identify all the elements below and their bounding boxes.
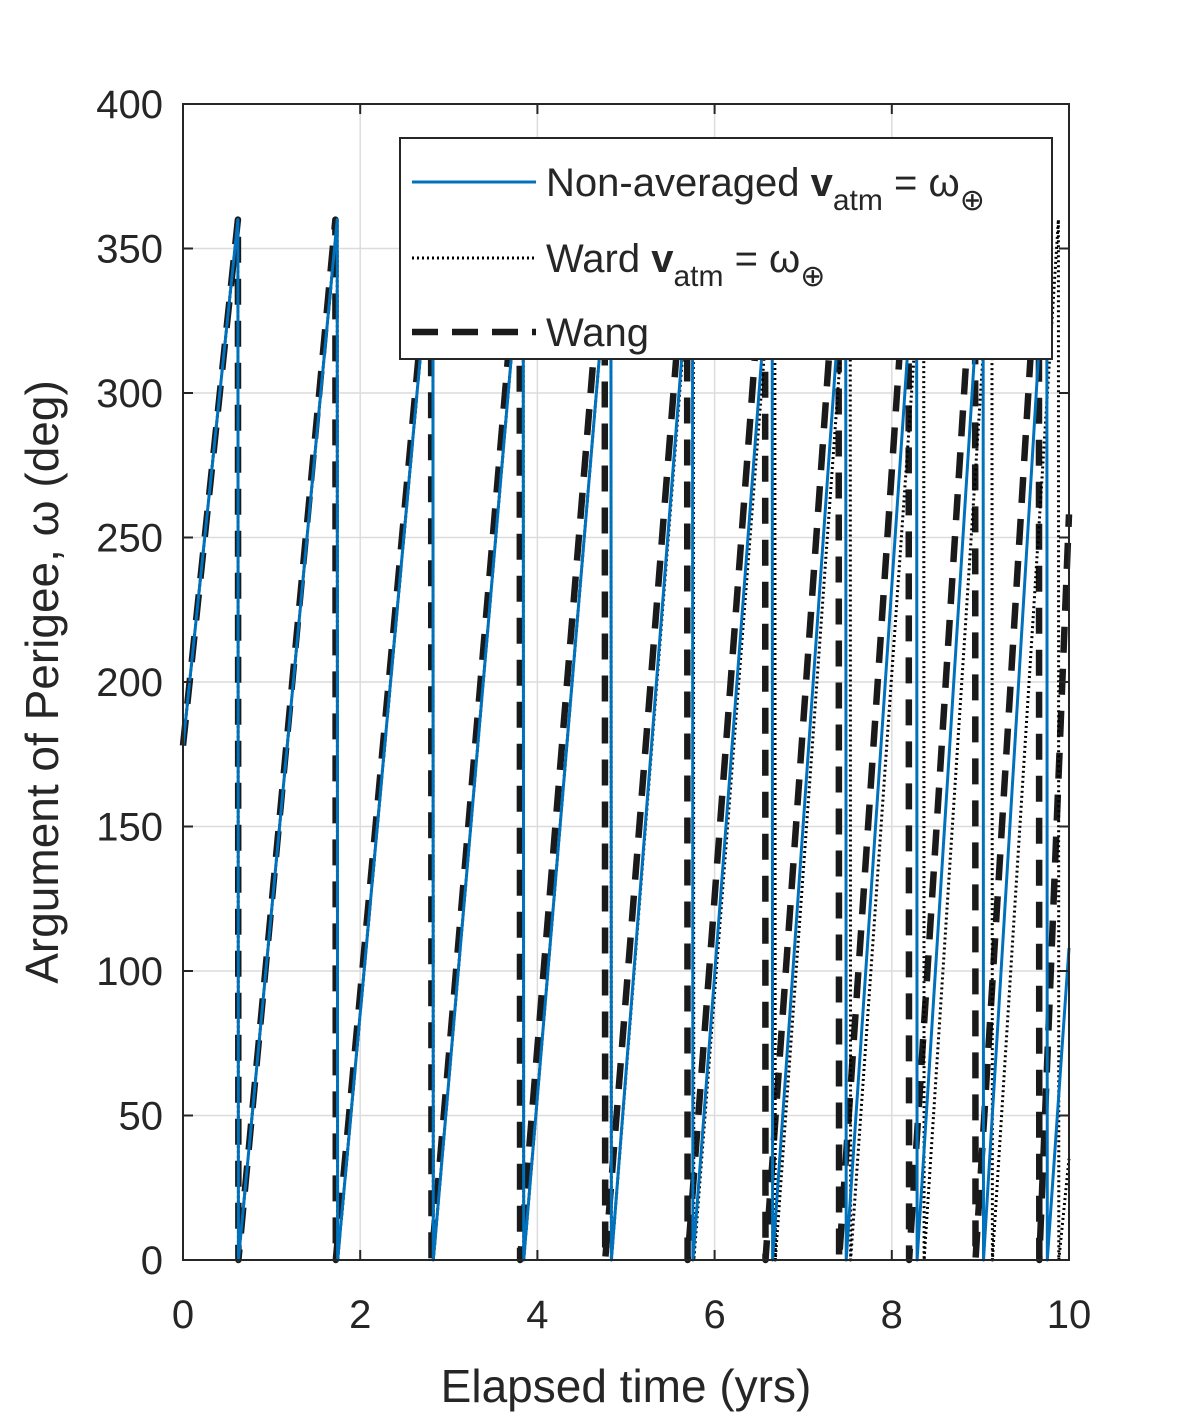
legend-text-part: v (651, 237, 674, 281)
legend-text-part: Ward (546, 237, 651, 281)
x-axis-title: Elapsed time (yrs) (441, 1360, 812, 1412)
legend-text-part: Non-averaged (546, 161, 811, 205)
legend-box (399, 137, 1053, 360)
y-tick-label: 100 (96, 950, 163, 994)
tick-marks (182, 103, 1070, 1261)
y-tick-label: 150 (96, 806, 163, 850)
y-tick-label: 300 (96, 372, 163, 416)
legend-label-1: Ward vatm = ω⊕ (546, 237, 825, 293)
x-tick-label: 2 (349, 1293, 371, 1337)
legend-label-0: Non-averaged vatm = ω⊕ (546, 161, 985, 217)
x-tick-label: 4 (526, 1293, 548, 1337)
legend-text-part: atm (673, 260, 723, 293)
x-tick-label: 8 (881, 1293, 903, 1337)
legend-text-part: ⊕ (960, 184, 985, 217)
legend-text-part: = ω (883, 161, 960, 205)
legend-text-part: ⊕ (800, 260, 825, 293)
y-tick-label: 400 (96, 83, 163, 127)
legend-text-part: = ω (723, 237, 800, 281)
legend-text-part: atm (833, 184, 883, 217)
y-tick-label: 250 (96, 517, 163, 561)
y-tick-label: 50 (119, 1095, 164, 1139)
x-tick-label: 6 (703, 1293, 725, 1337)
x-tick-label: 0 (172, 1293, 194, 1337)
legend: Non-averaged vatm = ω⊕Ward vatm = ω⊕Wang (399, 137, 1053, 360)
y-tick-label: 0 (141, 1239, 163, 1283)
legend-text-part: Wang (546, 311, 649, 355)
legend-text-part: v (811, 161, 834, 205)
series-layer (179, 216, 1073, 1264)
y-tick-label: 350 (96, 228, 163, 272)
series-line-0 (181, 218, 1071, 1262)
series-line-2 (179, 216, 1073, 1264)
y-axis-title: Argument of Perigee, ω (deg) (16, 380, 68, 984)
x-tick-label: 10 (1047, 1293, 1092, 1337)
y-tick-label: 200 (96, 661, 163, 705)
legend-label-2: Wang (546, 311, 649, 355)
